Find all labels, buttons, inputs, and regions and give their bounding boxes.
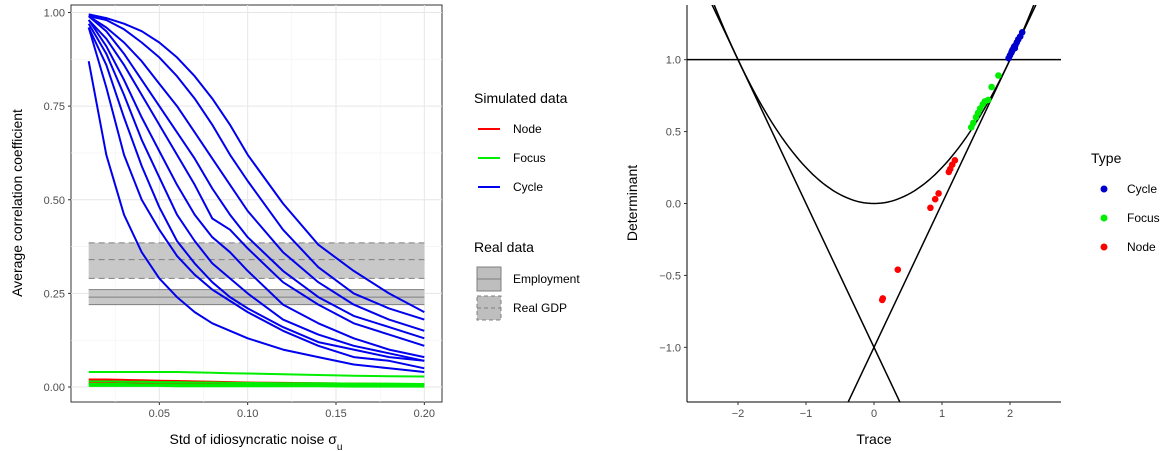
series-line-cycle xyxy=(88,15,425,332)
right-x-ticks: −2 −1 0 1 2 xyxy=(732,402,1013,420)
legend-real-title: Real data xyxy=(474,239,534,255)
series-line-cycle xyxy=(87,61,425,373)
legend-key-focus xyxy=(1100,214,1108,222)
left-y-ticks: 0.00 0.25 0.50 0.75 1.00 xyxy=(44,7,71,394)
right-y-axis-title: Determinant xyxy=(624,165,640,241)
legend-simulated-title: Simulated data xyxy=(474,90,568,106)
x-tick-label: 1 xyxy=(939,408,945,420)
series-line-cycle xyxy=(88,15,425,321)
right-chart: −2 −1 0 1 2 −1.0 −0.5 0.0 0.5 1.0 Trace Determin… xyxy=(624,5,1061,447)
y-tick-label: 0.25 xyxy=(44,288,65,300)
curve-parabola xyxy=(713,5,1035,205)
left-y-axis-title: Average correlation coefficient xyxy=(9,109,25,297)
point-node xyxy=(878,296,886,304)
series-line-cycle xyxy=(87,23,425,362)
x-tick-label: 0 xyxy=(871,408,877,420)
right-scatter-points xyxy=(878,29,1026,304)
point-node xyxy=(927,204,934,212)
legend-key-cycle xyxy=(1100,185,1108,193)
legend-label-cycle: Cycle xyxy=(1127,182,1157,196)
y-tick-label: 0.50 xyxy=(44,195,65,207)
right-y-ticks: −1.0 −0.5 0.0 0.5 1.0 xyxy=(659,55,687,354)
series-line-cycle xyxy=(88,15,425,340)
point-focus xyxy=(995,72,1002,79)
legend-label-employment: Employment xyxy=(513,272,580,286)
left-real-data-bands xyxy=(88,242,425,306)
point-node xyxy=(935,190,942,197)
series-line-focus xyxy=(88,383,425,387)
series-line-focus xyxy=(88,371,425,378)
x-tick-label: 0.15 xyxy=(325,408,346,420)
y-tick-label: −0.5 xyxy=(659,270,681,282)
y-tick-label: 0.00 xyxy=(44,382,65,394)
y-tick-label: 0.75 xyxy=(44,101,65,113)
point-node xyxy=(894,266,902,274)
y-tick-label: −1.0 xyxy=(659,342,681,354)
series-line-focus xyxy=(88,384,425,388)
legend-label-real-gdp: Real GDP xyxy=(513,301,567,315)
x-tick-label: 0.20 xyxy=(414,408,435,420)
series-line-cycle xyxy=(88,13,425,313)
x-tick-label: 2 xyxy=(1007,408,1013,420)
left-x-axis-title: Std of idiosyncratic noise σu xyxy=(170,431,343,451)
x-tick-label: 0.05 xyxy=(149,408,170,420)
x-tick-label: −1 xyxy=(800,408,813,420)
left-x-ticks: 0.05 0.10 0.15 0.20 xyxy=(149,402,435,420)
right-legend: Type Cycle Focus Node xyxy=(1091,150,1160,254)
legend-type-title: Type xyxy=(1091,150,1122,166)
series-line-cycle xyxy=(87,27,425,362)
point-node xyxy=(945,168,953,176)
y-tick-label: 1.00 xyxy=(44,7,65,19)
x-tick-label: 0.10 xyxy=(237,408,258,420)
x-tick-label: −2 xyxy=(732,408,745,420)
y-tick-label: 0.0 xyxy=(666,199,681,211)
legend-label-cycle: Cycle xyxy=(513,180,543,194)
series-line-focus xyxy=(88,380,425,385)
left-chart: 0.05 0.10 0.15 0.20 0.00 0.25 0.50 0.75 1.00 St… xyxy=(9,4,443,451)
left-series-lines xyxy=(87,13,425,388)
y-tick-label: 1.0 xyxy=(666,55,681,67)
right-x-axis-title: Trace xyxy=(856,431,891,447)
legend-key-node xyxy=(1100,243,1108,251)
legend-label-node: Node xyxy=(513,122,542,136)
legend-label-node: Node xyxy=(1127,240,1156,254)
series-line-cycle xyxy=(87,19,425,347)
band-real-gdp xyxy=(88,242,425,279)
legend-label-focus: Focus xyxy=(1127,211,1160,225)
series-line-cycle xyxy=(87,27,425,370)
point-node xyxy=(931,195,939,203)
curve-line-negative xyxy=(711,5,901,402)
point-cycle xyxy=(1011,44,1019,52)
point-focus xyxy=(988,83,995,91)
y-tick-label: 0.5 xyxy=(666,127,681,139)
point-focus xyxy=(970,119,977,127)
legend-label-focus: Focus xyxy=(513,151,546,165)
series-line-cycle xyxy=(87,19,425,359)
point-focus xyxy=(984,96,992,104)
left-plot-panel xyxy=(70,4,443,403)
point-cycle xyxy=(1018,29,1026,36)
